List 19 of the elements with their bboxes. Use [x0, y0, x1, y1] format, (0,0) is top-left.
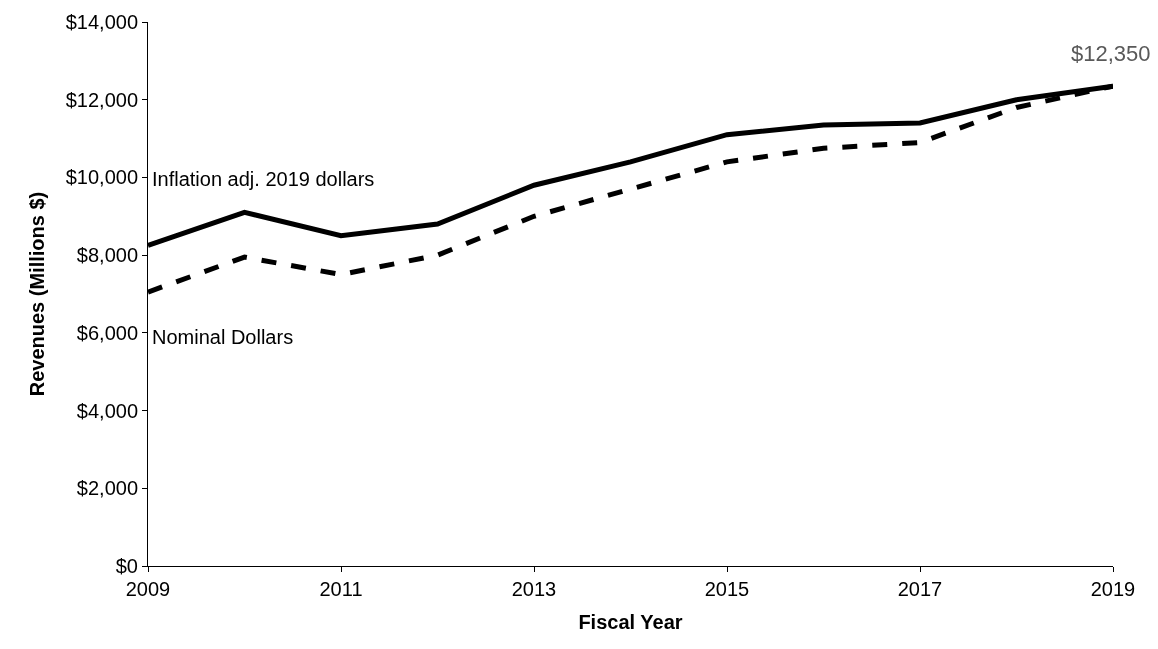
x-tick-label: 2015: [704, 578, 750, 600]
x-tick-label: 2009: [125, 578, 171, 600]
y-tick-label: $4,000: [76, 399, 138, 422]
y-axis-title: Revenues (Millions $): [26, 191, 49, 397]
series-label: Nominal Dollars: [152, 326, 294, 348]
x-tick-label: 2013: [511, 578, 557, 600]
y-tick-label: $0: [115, 555, 138, 577]
y-tick-label: $2,000: [76, 477, 138, 500]
y-tick-label: $12,000: [65, 88, 138, 111]
y-tick-label: $8,000: [76, 244, 138, 267]
y-tick-label: $6,000: [76, 321, 138, 344]
x-axis-title: Fiscal Year: [578, 610, 683, 633]
series-label: Inflation adj. 2019 dollars: [152, 168, 375, 190]
annotation: $12,350: [1071, 41, 1151, 66]
y-tick-label: $14,000: [65, 11, 138, 33]
y-tick-label: $10,000: [65, 166, 138, 189]
x-tick-label: 2011: [319, 578, 363, 600]
x-tick-label: 2017: [897, 578, 943, 600]
x-tick-label: 2019: [1090, 578, 1136, 600]
